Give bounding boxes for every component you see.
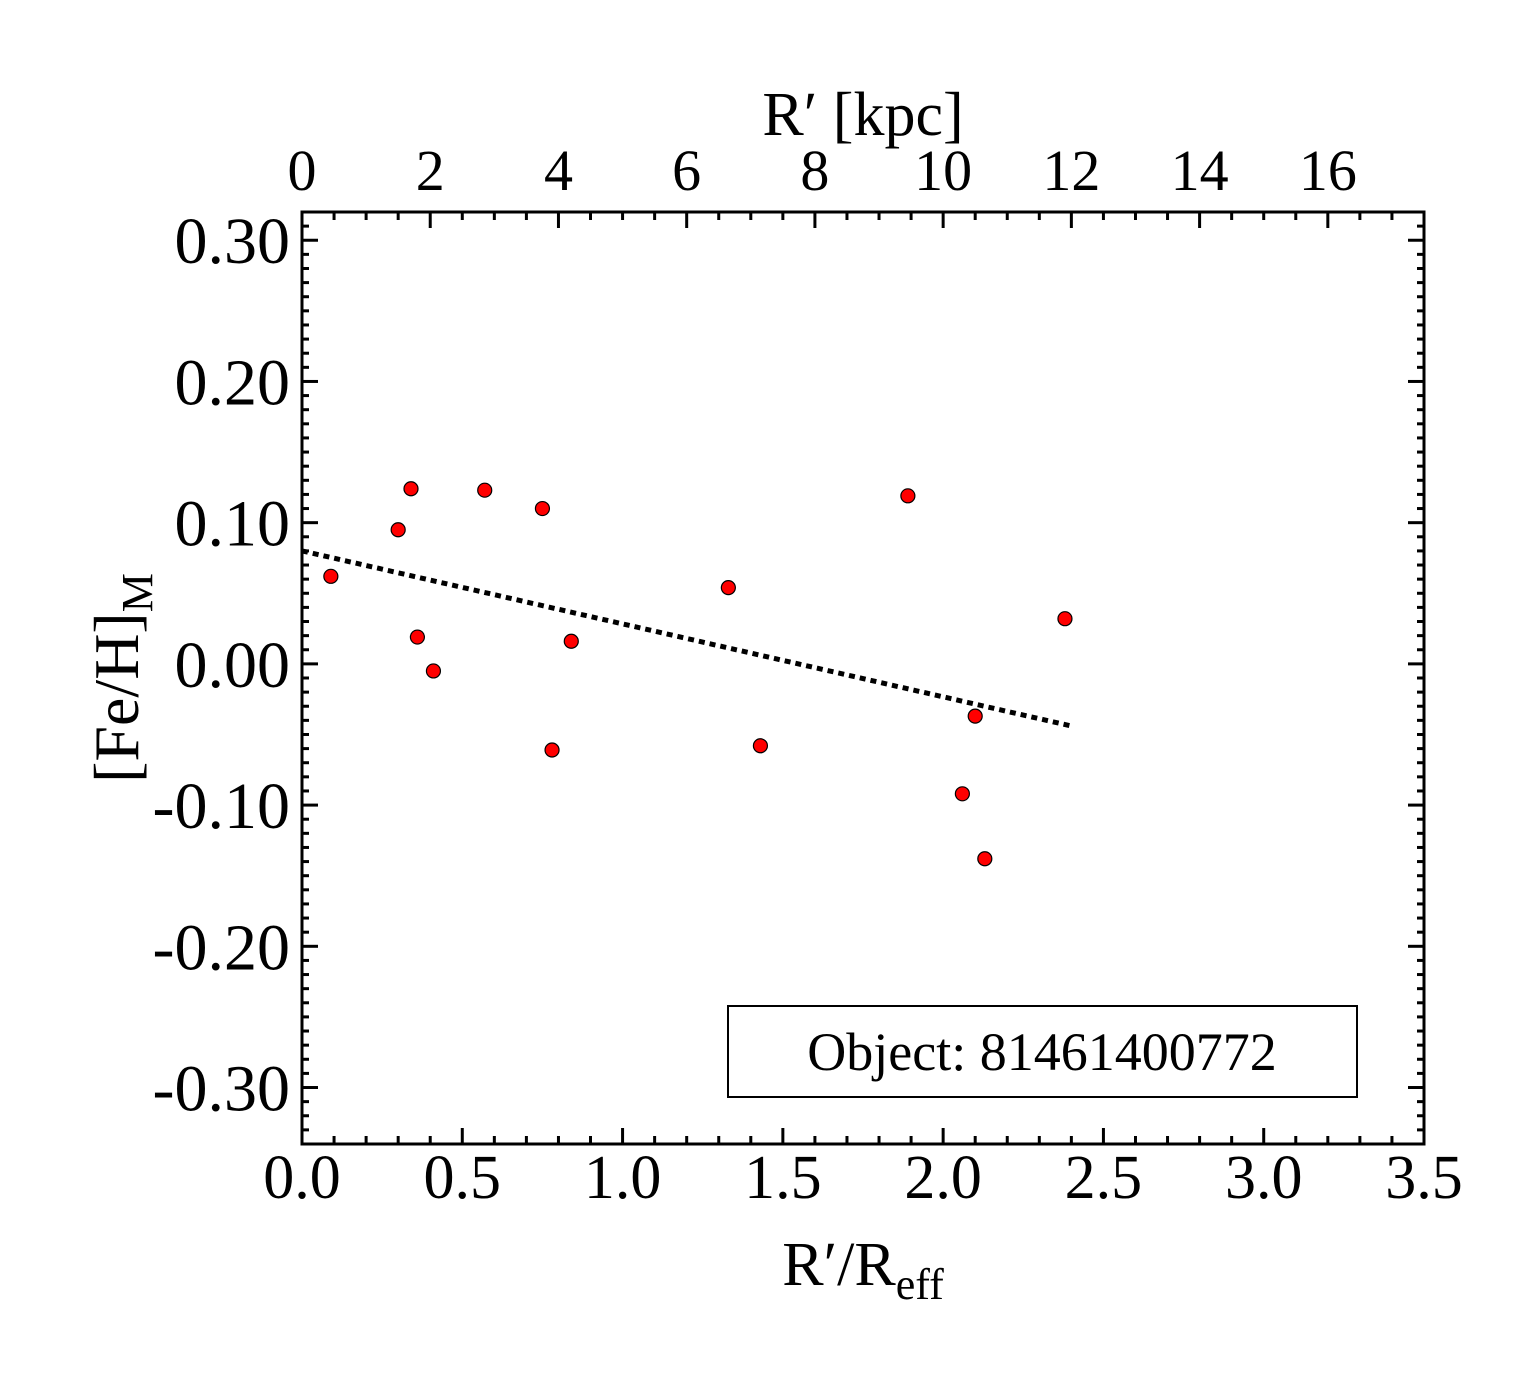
x-tick-label: 1.5	[744, 1144, 822, 1212]
data-point	[409, 629, 426, 645]
tick-marks	[300, 210, 1426, 1146]
y-tick-label: 0.30	[175, 205, 291, 278]
data-points	[323, 481, 1073, 867]
top-x-tick-label: 0	[288, 138, 317, 203]
x-tick-label: 3.0	[1225, 1144, 1303, 1212]
y-tick-label: -0.30	[153, 1053, 290, 1126]
top-x-tick-label: 4	[544, 138, 573, 203]
data-point	[563, 633, 579, 649]
x-axis-title: R′/Reff	[782, 1231, 944, 1309]
data-point	[977, 851, 993, 867]
data-point	[390, 522, 406, 538]
tick-labels: -0.30 -0.20 -0.10 0.00 0.10 0.20 0.30 0.0 0.5 1.0…	[153, 138, 1463, 1212]
x-axis-title-sub: eff	[896, 1260, 944, 1309]
data-point	[954, 786, 970, 802]
data-point	[403, 481, 419, 497]
y-tick-label: -0.10	[153, 770, 290, 843]
top-x-tick-label: 16	[1299, 138, 1357, 203]
y-tick-label: 0.10	[175, 488, 291, 561]
top-x-tick-label: 2	[416, 138, 445, 203]
x-tick-label: 0.5	[424, 1144, 502, 1212]
data-point	[323, 568, 339, 584]
y-axis-title-sub: M	[113, 573, 162, 612]
data-point	[967, 708, 983, 724]
x-axis-title-main: R′/R	[782, 1231, 896, 1299]
annotation-box: Object: 81461400772	[727, 1005, 1358, 1098]
top-x-tick-label: 14	[1171, 138, 1229, 203]
data-point	[425, 663, 442, 679]
x-tick-label: 3.5	[1385, 1144, 1463, 1212]
data-point	[477, 482, 493, 498]
y-axis-title-main: [Fe/H]	[81, 612, 152, 783]
top-x-tick-label: 8	[800, 138, 829, 203]
x-tick-label: 1.0	[584, 1144, 662, 1212]
annotation-text: Object: 81461400772	[807, 1022, 1276, 1082]
data-point	[900, 488, 916, 504]
y-tick-label: 0.00	[175, 629, 291, 702]
top-x-tick-label: 10	[914, 138, 972, 203]
annotation-frame	[727, 1005, 1358, 1098]
top-x-tick-label: 12	[1042, 138, 1100, 203]
x-tick-label: 2.5	[1065, 1144, 1143, 1212]
top-x-tick-label: 6	[672, 138, 701, 203]
top-x-axis-title: R′ [kpc]	[762, 81, 963, 149]
data-point	[752, 738, 769, 754]
data-point	[1057, 611, 1073, 627]
y-tick-label: 0.20	[175, 346, 291, 419]
data-point	[720, 580, 736, 596]
x-tick-label: 0.0	[263, 1144, 341, 1212]
x-tick-label: 2.0	[904, 1144, 982, 1212]
data-point	[534, 500, 551, 517]
y-tick-label: -0.20	[153, 911, 290, 984]
data-point	[544, 742, 560, 758]
y-axis-title: [Fe/H]M	[81, 573, 162, 783]
